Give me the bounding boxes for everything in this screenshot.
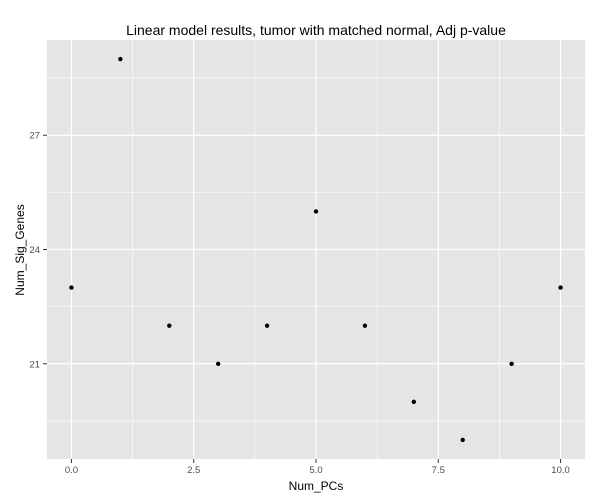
data-point bbox=[411, 399, 417, 405]
data-point bbox=[313, 209, 319, 214]
x-tick-label: 0.0 bbox=[65, 465, 78, 476]
y-tick-label: 21 bbox=[29, 359, 40, 370]
y-tick-label: 24 bbox=[29, 245, 40, 256]
x-tick-label: 10.0 bbox=[551, 465, 570, 476]
data-point bbox=[69, 285, 74, 290]
data-points bbox=[69, 56, 563, 443]
x-axis-title: Num_PCs bbox=[289, 479, 344, 493]
data-point bbox=[118, 56, 123, 62]
data-point bbox=[362, 323, 368, 328]
y-tick-label: 27 bbox=[29, 131, 40, 142]
x-tick-label: 2.5 bbox=[187, 465, 200, 476]
chart-title: Linear model results, tumor with matched… bbox=[126, 22, 506, 38]
data-point bbox=[215, 361, 221, 366]
x-tick-label: 7.5 bbox=[432, 465, 445, 476]
data-point bbox=[509, 361, 514, 366]
data-point bbox=[558, 285, 563, 290]
y-axis-title: Num_Sig_Genes bbox=[13, 204, 27, 295]
y-axis-ticks: 21 24 27 bbox=[29, 131, 47, 370]
data-point bbox=[264, 323, 270, 328]
data-point bbox=[460, 437, 465, 443]
grid-major bbox=[47, 40, 585, 459]
x-tick-label: 5.0 bbox=[309, 465, 322, 476]
data-point bbox=[167, 323, 172, 328]
x-axis-ticks: 0.0 2.5 5.0 7.5 10.0 bbox=[65, 459, 570, 476]
